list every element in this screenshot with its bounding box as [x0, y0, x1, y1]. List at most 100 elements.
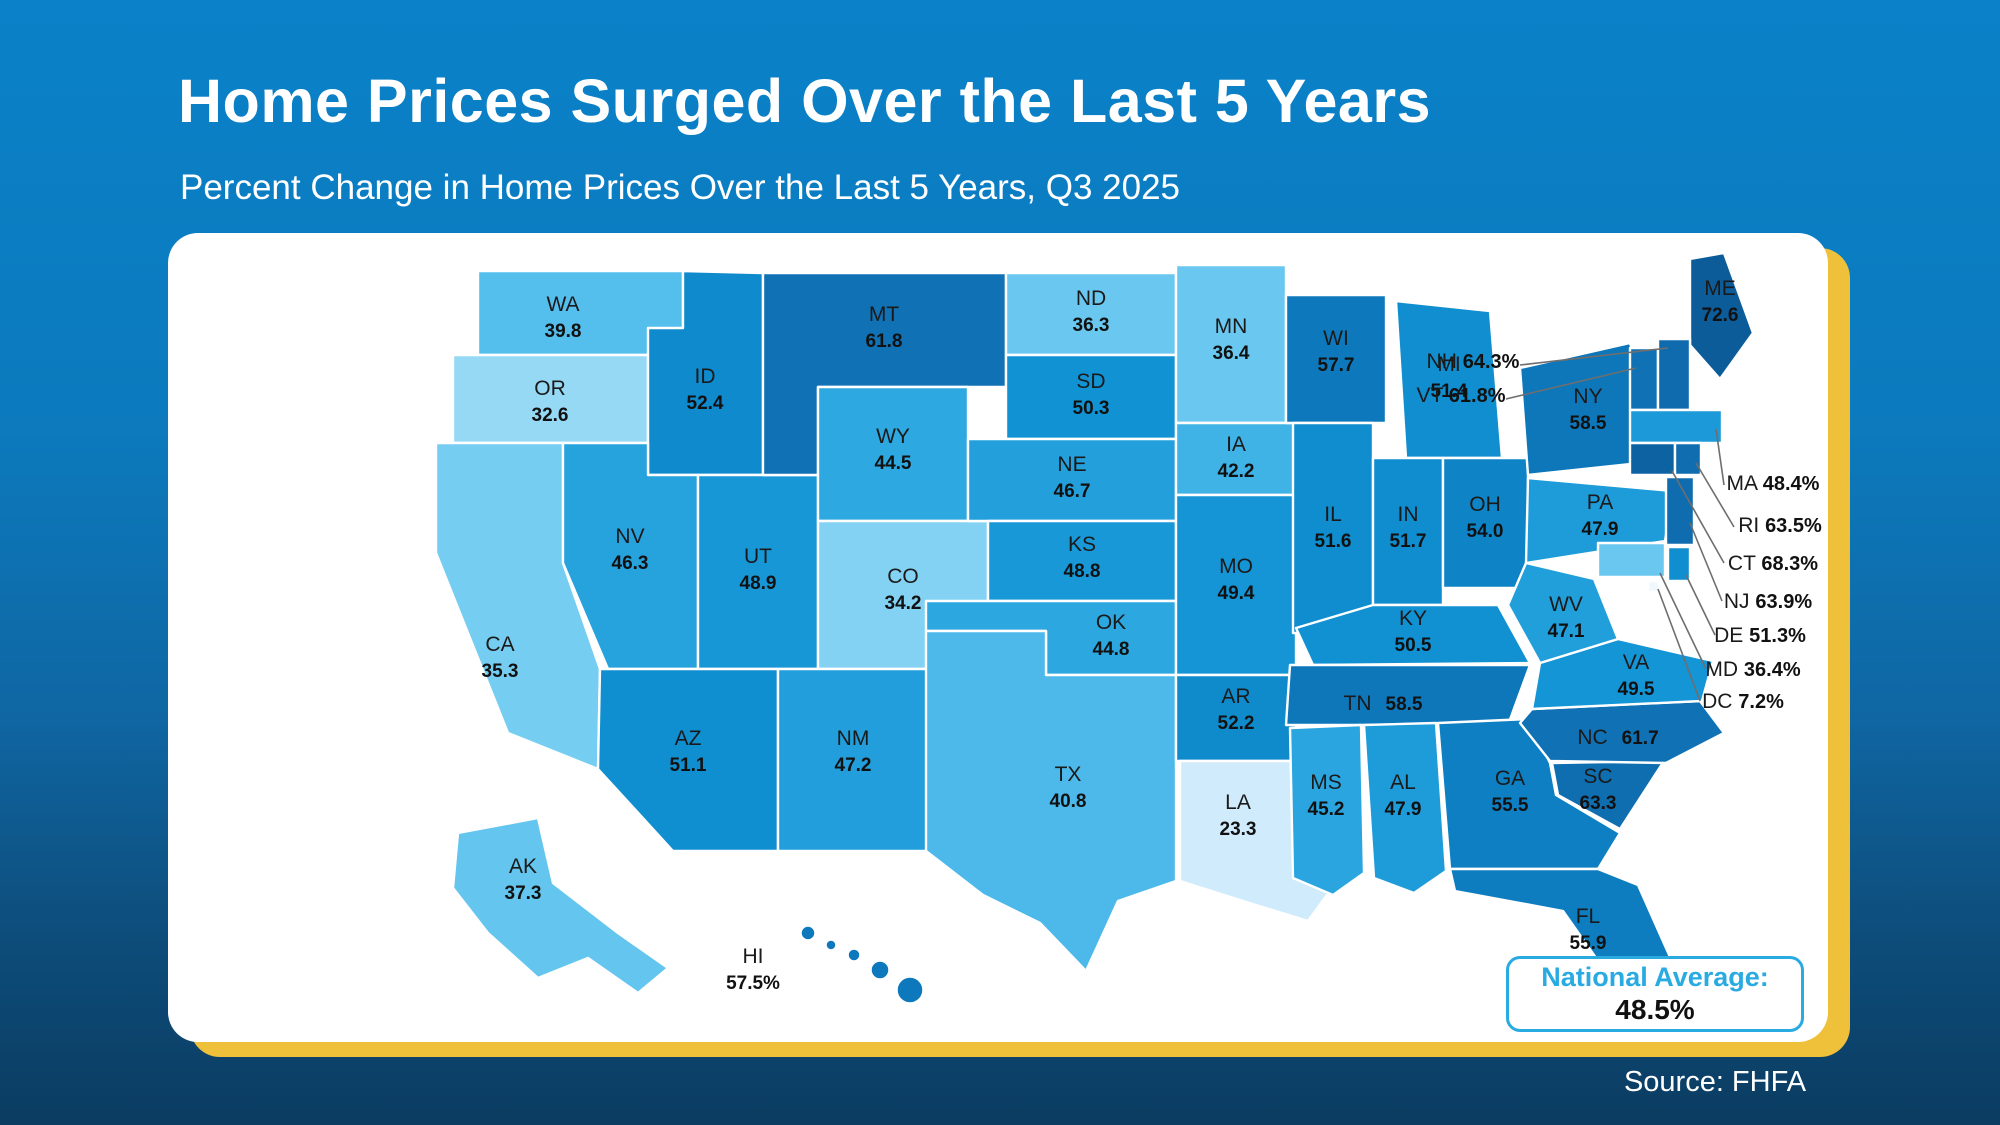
- state-label-ga: 55.5: [1492, 795, 1529, 816]
- state-nj[interactable]: [1664, 475, 1696, 547]
- state-nd[interactable]: [1004, 271, 1178, 357]
- state-ct[interactable]: [1628, 441, 1677, 477]
- state-oh[interactable]: [1441, 456, 1530, 590]
- state-label-ut: 48.9: [740, 573, 777, 594]
- state-label-ny: 58.5: [1570, 413, 1607, 434]
- state-label-mi: MI: [1437, 353, 1460, 376]
- callout-label-dc: DC 7.2%: [1702, 690, 1784, 713]
- state-label-wa: 39.8: [545, 321, 582, 342]
- state-al[interactable]: [1362, 721, 1448, 895]
- state-label-in: IN: [1398, 503, 1419, 526]
- national-average-label: National Average:: [1541, 961, 1769, 992]
- state-label-ca: CA: [485, 633, 514, 656]
- state-label-id: ID: [695, 365, 716, 388]
- state-label-ok: 44.8: [1093, 639, 1130, 660]
- state-label-wy: WY: [876, 425, 910, 448]
- state-label-pa: 47.9: [1582, 519, 1619, 540]
- state-label-ca: 35.3: [482, 661, 519, 682]
- state-ne[interactable]: [966, 437, 1178, 523]
- map-card: WA 39.8 OR 32.6 CA 35.3 ID 52.4 NV 46.3 UT 48.9 AZ 51…: [168, 233, 1828, 1042]
- state-ia[interactable]: [1174, 421, 1298, 497]
- state-label-ms: MS: [1310, 771, 1342, 794]
- callout-label-md: MD 36.4%: [1705, 658, 1800, 681]
- state-az[interactable]: [596, 667, 780, 853]
- state-label-al: 47.9: [1385, 799, 1422, 820]
- state-label-ks: KS: [1068, 533, 1096, 556]
- callout-label-vt: VT 61.8%: [1416, 384, 1505, 407]
- state-label-mi: 51.4: [1431, 381, 1468, 402]
- state-or[interactable]: [451, 353, 650, 445]
- state-ut[interactable]: [696, 473, 820, 671]
- state-label-ar: 52.2: [1218, 713, 1255, 734]
- state-label-ms: 45.2: [1308, 799, 1345, 820]
- state-label-hi: 57.5%: [726, 973, 780, 994]
- state-hi[interactable]: [896, 976, 924, 1004]
- state-label-la: 23.3: [1220, 819, 1257, 840]
- callout-line-vt: [1505, 367, 1637, 400]
- state-label-ny: NY: [1573, 385, 1602, 408]
- state-hi[interactable]: [847, 948, 861, 962]
- state-ri[interactable]: [1673, 441, 1703, 477]
- state-label-hi: HI: [743, 945, 764, 968]
- national-average-box: National Average: 48.5%: [1506, 956, 1804, 1032]
- state-ms[interactable]: [1288, 723, 1366, 897]
- state-label-in: 51.7: [1390, 531, 1427, 552]
- state-label-ut: UT: [744, 545, 772, 568]
- state-me[interactable]: [1688, 251, 1755, 381]
- state-label-nd: 36.3: [1073, 315, 1110, 336]
- state-vt[interactable]: [1628, 346, 1660, 412]
- state-label-va: 49.5: [1618, 679, 1655, 700]
- state-label-ga: GA: [1495, 767, 1525, 790]
- state-label-la: LA: [1225, 791, 1251, 814]
- state-de[interactable]: [1666, 545, 1692, 583]
- state-wy[interactable]: [816, 385, 970, 523]
- state-dc[interactable]: [1646, 579, 1661, 594]
- state-label-oh: OH: [1469, 493, 1501, 516]
- state-label-fl: FL: [1576, 905, 1601, 928]
- callout-line-ri: [1695, 462, 1735, 528]
- state-label-ks: 48.8: [1064, 561, 1101, 582]
- state-hi[interactable]: [800, 925, 816, 941]
- state-ma[interactable]: [1628, 408, 1724, 445]
- callout-label-nh: NH 64.3%: [1427, 350, 1520, 373]
- state-label-tx: TX: [1055, 763, 1082, 786]
- state-tx[interactable]: [924, 629, 1178, 973]
- state-label-ne: NE: [1057, 453, 1086, 476]
- state-label-sd: SD: [1076, 370, 1105, 393]
- state-label-az: AZ: [675, 727, 702, 750]
- state-mi[interactable]: [1394, 299, 1504, 460]
- state-label-mn: MN: [1215, 315, 1248, 338]
- state-nm[interactable]: [776, 667, 930, 853]
- state-label-ky: 50.5: [1395, 635, 1432, 656]
- state-ar[interactable]: [1174, 673, 1298, 763]
- state-label-sc: 63.3: [1580, 793, 1617, 814]
- state-il[interactable]: [1291, 421, 1375, 635]
- state-label-ne: 46.7: [1054, 481, 1091, 502]
- callout-line-nh: [1519, 347, 1669, 366]
- callout-label-ct: CT 68.3%: [1728, 552, 1818, 575]
- state-ky[interactable]: [1294, 603, 1532, 667]
- state-label-or: 32.6: [532, 405, 569, 426]
- state-label-mn: 36.4: [1213, 343, 1250, 364]
- state-mo[interactable]: [1174, 493, 1298, 677]
- state-ak[interactable]: [451, 816, 670, 995]
- state-label-sd: 50.3: [1073, 398, 1110, 419]
- state-label-nd: ND: [1076, 287, 1106, 310]
- state-label-ar: AR: [1221, 685, 1250, 708]
- state-label-co: CO: [887, 565, 919, 588]
- state-label-az: 51.1: [670, 755, 707, 776]
- state-nh[interactable]: [1656, 337, 1692, 412]
- callout-line-ma: [1715, 428, 1725, 486]
- state-label-ia: IA: [1226, 433, 1246, 456]
- page-title: Home Prices Surged Over the Last 5 Years: [178, 67, 1432, 135]
- state-hi[interactable]: [825, 939, 837, 951]
- national-average-value: 48.5%: [1615, 993, 1695, 1025]
- state-wv[interactable]: [1506, 561, 1620, 665]
- callout-label-de: DE 51.3%: [1714, 624, 1806, 647]
- state-label-nv: 46.3: [612, 553, 649, 574]
- state-label-nm: 47.2: [835, 755, 872, 776]
- state-md[interactable]: [1596, 541, 1667, 579]
- state-sd[interactable]: [1004, 353, 1178, 441]
- state-hi[interactable]: [870, 960, 890, 980]
- state-label-ak: 37.3: [505, 883, 542, 904]
